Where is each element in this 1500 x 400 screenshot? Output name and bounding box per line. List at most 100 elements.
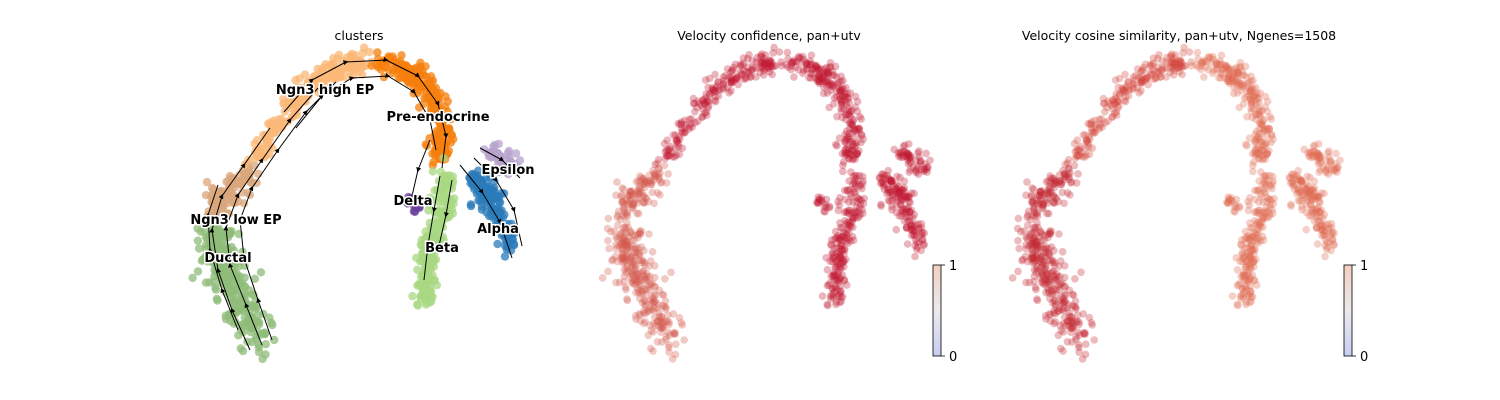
cluster-point	[447, 184, 457, 193]
confidence-point	[620, 205, 628, 213]
confidence-point	[849, 124, 858, 132]
confidence-point	[818, 292, 827, 300]
cosine-similarity-point	[1022, 278, 1030, 287]
cosine-similarity-point	[1075, 318, 1083, 327]
confidence-point	[636, 172, 644, 180]
confidence-point	[680, 336, 688, 344]
confidence-point	[637, 188, 646, 197]
cosine-similarity-point	[1228, 292, 1237, 300]
cosine-similarity-point	[1239, 293, 1248, 302]
confidence-point	[770, 43, 778, 52]
confidence-point	[892, 225, 900, 234]
cosine-similarity-point	[1310, 177, 1319, 186]
cluster-point	[347, 58, 356, 67]
confidence-point	[629, 276, 637, 285]
cluster-point	[275, 115, 284, 124]
confidence-point	[814, 66, 822, 74]
confidence-point	[634, 244, 642, 253]
cluster-label-epsilon: Epsilon	[481, 163, 534, 178]
confidence-point	[690, 99, 699, 108]
cosine-similarity-point	[1027, 192, 1035, 201]
confidence-point	[670, 330, 679, 338]
confidence-point	[622, 240, 630, 249]
confidence-point	[639, 267, 647, 276]
cosine-similarity-point	[1242, 300, 1250, 309]
confidence-point	[654, 164, 663, 172]
cluster-label-ngn3-high-ep: Ngn3 high EP	[276, 83, 374, 98]
confidence-point	[830, 80, 838, 89]
confidence-point	[817, 65, 825, 73]
cosine-similarity-point	[1223, 77, 1232, 86]
cosine-similarity-point	[1081, 328, 1089, 337]
cosine-similarity-point	[1135, 89, 1143, 97]
cosine-similarity-point	[1244, 231, 1253, 240]
confidence-point	[661, 275, 669, 283]
confidence-point	[823, 89, 832, 97]
confidence-point	[650, 199, 658, 208]
confidence-point	[782, 61, 790, 69]
confidence-point	[653, 338, 662, 346]
confidence-point	[619, 196, 627, 205]
confidence-point	[626, 228, 635, 237]
confidence-point	[817, 196, 826, 205]
confidence-point	[618, 254, 627, 263]
confidence-point	[792, 57, 801, 66]
confidence-point	[814, 65, 823, 74]
cosine-similarity-point	[1008, 274, 1017, 282]
velocity-streamline	[479, 147, 521, 179]
confidence-point	[711, 87, 720, 96]
cluster-point	[309, 72, 318, 82]
confidence-point	[849, 154, 858, 162]
confidence-point	[832, 140, 840, 149]
confidence-point	[632, 178, 641, 186]
confidence-point	[668, 355, 677, 363]
confidence-point	[856, 112, 864, 121]
confidence-point	[719, 73, 728, 81]
confidence-point	[654, 301, 663, 309]
cosine-similarity-point	[1304, 189, 1312, 197]
confidence-point	[837, 72, 845, 81]
confidence-point	[626, 258, 635, 266]
confidence-point	[650, 283, 659, 291]
confidence-point	[727, 76, 736, 85]
confidence-point	[744, 63, 752, 71]
confidence-point	[634, 190, 642, 198]
cosine-similarity-points	[1008, 43, 1344, 363]
confidence-point	[694, 97, 702, 106]
cosine-similarity-point	[1252, 234, 1261, 243]
confidence-point	[764, 64, 772, 72]
confidence-point	[745, 51, 753, 59]
cosine-similarity-point	[1294, 196, 1303, 205]
confidence-point	[844, 143, 852, 151]
confidence-point	[728, 66, 736, 75]
confidence-point	[636, 317, 645, 325]
confidence-point	[620, 258, 628, 266]
confidence-point	[630, 275, 639, 284]
cosine-similarity-point	[1070, 161, 1079, 170]
confidence-point	[671, 350, 680, 359]
confidence-point	[812, 62, 821, 71]
confidence-point	[603, 224, 612, 233]
confidence-point	[645, 286, 654, 294]
confidence-point	[799, 66, 808, 75]
confidence-point	[742, 74, 750, 83]
confidence-point	[748, 57, 757, 65]
cosine-similarity-point	[1255, 129, 1264, 138]
confidence-point	[624, 201, 632, 209]
confidence-point	[615, 233, 623, 241]
confidence-point	[657, 318, 666, 327]
confidence-point	[759, 57, 767, 65]
confidence-point	[617, 229, 625, 237]
confidence-point	[671, 131, 680, 139]
confidence-point	[660, 161, 669, 170]
confidence-point	[808, 66, 816, 74]
cosine-similarity-point	[1099, 99, 1108, 108]
confidence-point	[676, 135, 684, 143]
confidence-point	[848, 106, 856, 114]
confidence-point	[630, 236, 638, 245]
confidence-point	[746, 73, 755, 81]
confidence-point	[835, 91, 844, 99]
confidence-point	[700, 98, 708, 106]
confidence-point	[633, 272, 642, 281]
confidence-point	[635, 189, 643, 198]
